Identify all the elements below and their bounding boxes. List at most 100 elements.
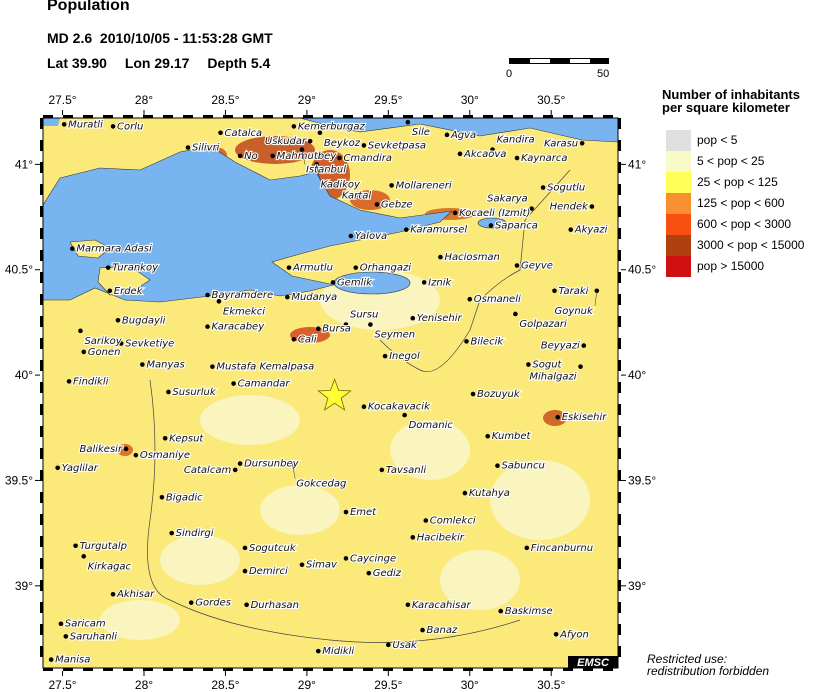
label-leader [291, 463, 296, 479]
town-label: Osmaneli [474, 294, 521, 305]
town-label: Eskisehir [562, 412, 608, 423]
town-marker [110, 591, 116, 597]
town-label: Emet [350, 507, 377, 518]
town-marker [166, 389, 171, 395]
town-label: Gebze [381, 199, 413, 210]
frame-segment [618, 206, 621, 217]
town-marker [490, 147, 495, 152]
town-marker [526, 362, 531, 367]
town-label: Karasu [544, 138, 578, 149]
frame-segment [618, 404, 621, 415]
legend-swatch [666, 130, 691, 151]
town-marker [66, 379, 72, 384]
town-marker [81, 349, 87, 355]
town-label: Findikli [73, 376, 109, 387]
sparse-area [440, 550, 520, 610]
town-marker [581, 343, 587, 348]
town-label: Akyazi [574, 225, 608, 236]
town-marker [58, 621, 64, 627]
frame-segment [618, 624, 621, 635]
legend-title-line1: Number of inhabitants [662, 87, 800, 102]
town-label: Bigadic [166, 492, 203, 503]
town-marker [115, 317, 121, 323]
frame-segment [443, 115, 453, 118]
frame-segment [618, 228, 621, 239]
lon-tick-label: 29° [298, 678, 316, 692]
frame-segment [40, 514, 43, 525]
town-marker [410, 535, 416, 540]
town-marker [70, 246, 75, 251]
town-label: Sapanca [495, 220, 538, 231]
scale-bar [509, 58, 609, 64]
sea-nw [43, 118, 60, 126]
lon-tick-label: 28.5° [211, 93, 239, 107]
frame-segment [563, 668, 573, 671]
town-label: Kadikoy [321, 179, 361, 190]
frame-segment [123, 668, 133, 671]
town-label: Simav [306, 560, 338, 571]
province-border [379, 169, 571, 372]
town-label: Marmara Adasi [76, 244, 152, 255]
town-marker [568, 227, 574, 232]
town-label: No [244, 151, 258, 162]
town-label: Beykoz [324, 138, 361, 149]
town-marker [555, 414, 561, 420]
town-label: Karacabey [212, 322, 266, 333]
town-marker [343, 556, 349, 561]
town-marker [169, 530, 174, 536]
frame-segment [63, 115, 73, 118]
lon-tick-label: 29.5° [374, 678, 402, 692]
town-label: Sindirgi [176, 528, 214, 539]
town-label: Karamursel [410, 225, 467, 236]
lat-tick-label: 41° [15, 157, 33, 171]
town-marker [485, 433, 490, 439]
frame-segment [618, 426, 621, 437]
lon-tick-label: 28° [135, 678, 153, 692]
frame-segment [40, 558, 43, 569]
lon-tick-label: 28° [135, 93, 153, 107]
restricted-line2: redistribution forbidden [647, 664, 770, 678]
town-label: Baskimse [505, 606, 553, 617]
frame-segment [618, 514, 621, 525]
lon-tick-label: 30.5° [537, 678, 565, 692]
town-marker [231, 381, 236, 386]
latitude: Lat 39.90 [47, 55, 107, 71]
town-label: Orhangazi [360, 263, 412, 274]
town-label: Bugdayli [122, 315, 166, 326]
town-label: Kandira [497, 135, 535, 146]
town-marker [105, 265, 111, 270]
emsc-logo-text: EMSC [577, 657, 610, 669]
restricted-line1: Restricted use: [647, 652, 728, 666]
kapidag-peninsula [97, 265, 151, 296]
town-marker [205, 292, 210, 298]
town-label: Gokcedag [296, 479, 346, 490]
town-label: Karacahisar [412, 600, 472, 611]
datetime: 2010/10/05 - 11:53:28 GMT [99, 30, 273, 46]
frame-segment [303, 668, 313, 671]
town-label: Catalca [225, 128, 263, 139]
town-marker [589, 204, 595, 209]
frame-segment [483, 668, 493, 671]
label-leader [301, 149, 306, 165]
frame-segment [503, 668, 513, 671]
frame-segment [618, 118, 621, 129]
town-label: Tavsanli [386, 465, 427, 476]
sparse-area [260, 485, 340, 535]
town-label: Balikesir [79, 444, 122, 455]
frame-segment [40, 536, 43, 547]
town-label: Mihalgazi [529, 372, 576, 383]
event-location: Lat 39.90 Lon 29.17 Depth 5.4 [47, 55, 284, 71]
town-marker [315, 326, 321, 332]
town-marker [307, 138, 313, 144]
legend-item: 5 < pop < 25 [666, 151, 816, 172]
event-magnitude-time: MD 2.6 2010/10/05 - 11:53:28 GMT [47, 30, 273, 46]
epicenter-star-icon [317, 378, 352, 411]
label-leader [316, 164, 320, 180]
legend-swatch [666, 151, 691, 172]
town-label: Hacibekir [417, 532, 465, 543]
town-marker [361, 143, 367, 148]
town-marker [498, 608, 504, 614]
town-marker [335, 183, 341, 188]
legend-label: 125 < pop < 600 [697, 196, 785, 210]
town-label: Bilecik [471, 336, 505, 347]
